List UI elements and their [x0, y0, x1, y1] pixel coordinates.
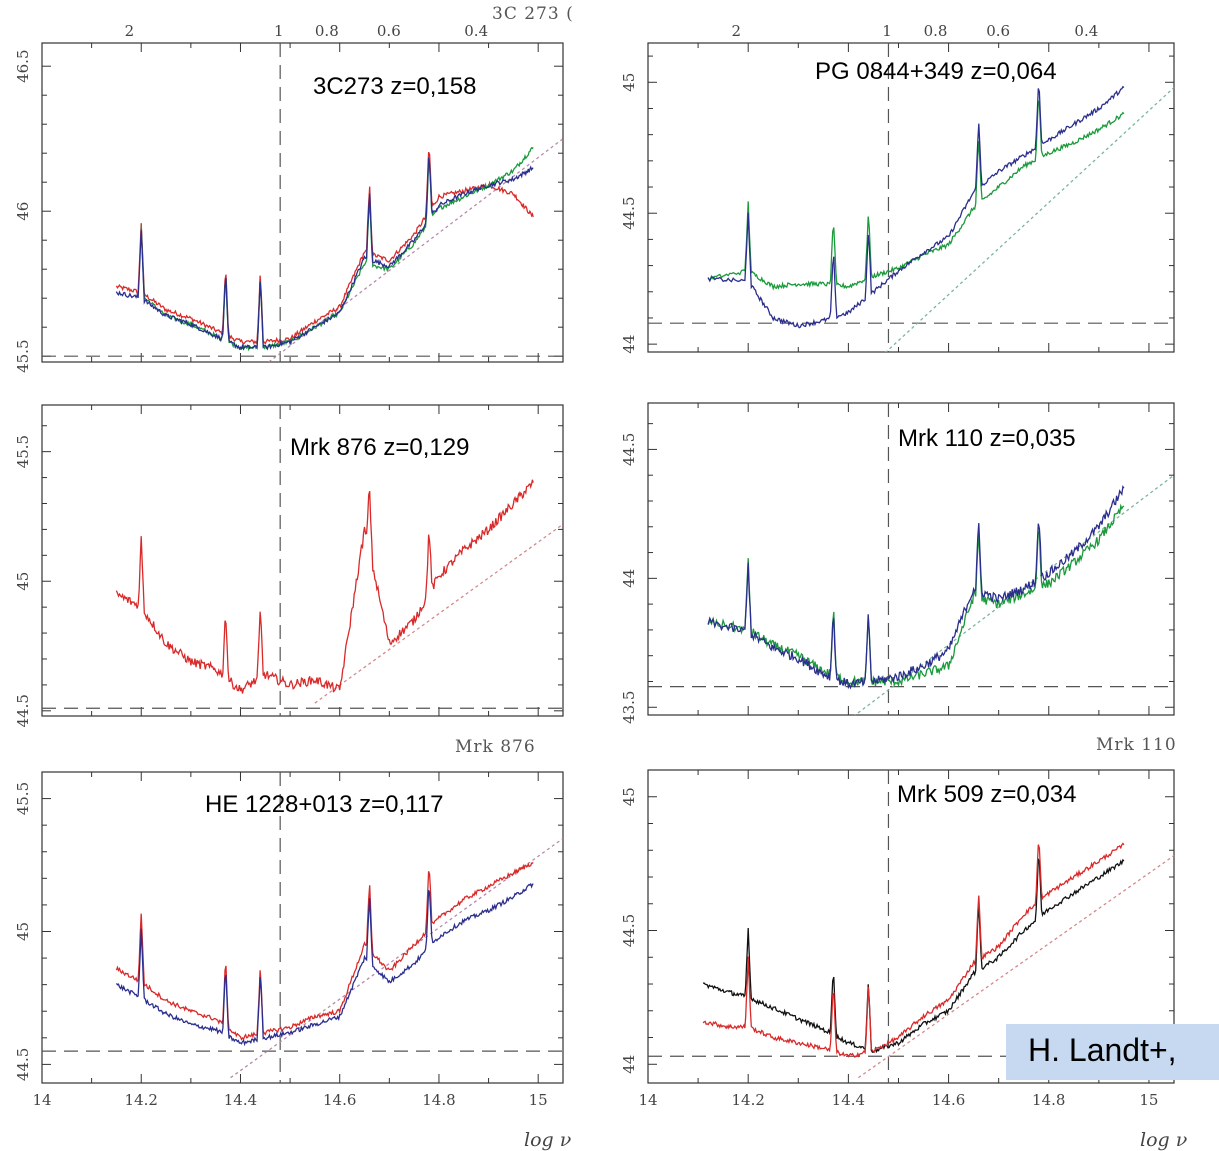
- spectrum-series-black: [703, 858, 1125, 1054]
- plot-frame: [41, 404, 564, 717]
- top-wavelength-tick: 0.4: [1074, 22, 1098, 40]
- plot-frame: [41, 771, 564, 1084]
- x-tick-label: 15: [1139, 1091, 1158, 1109]
- panel-header: Mrk 509: [0, 0, 81, 1]
- spectrum-series-red: [115, 151, 534, 345]
- power-law-fit: [314, 523, 563, 704]
- spectrum-series-blue: [115, 882, 534, 1047]
- x-tick-label: 14.8: [1032, 1091, 1065, 1109]
- spectrum-series-red: [115, 479, 534, 694]
- panel-top-right: 44 44.5 45 2 1 0.8 0.6 0.4 PG 0844+349 z=0,064: [620, 22, 1175, 354]
- plot-frame: [647, 769, 1175, 1084]
- credit-text: H. Landt+,: [1028, 1032, 1177, 1068]
- y-tick-label: 44.5: [620, 433, 638, 466]
- x-tick-label: 14.6: [323, 1091, 356, 1109]
- y-tick-label: 44: [620, 1055, 638, 1074]
- x-tick-label: 14: [638, 1091, 657, 1109]
- top-wavelength-tick: 0.4: [464, 22, 488, 40]
- y-tick-label: 45: [620, 787, 638, 806]
- x-tick-label: 15: [529, 1091, 548, 1109]
- power-law-fit: [885, 87, 1174, 352]
- x-tick-label: 14.4: [832, 1091, 865, 1109]
- y-tick-label: 44: [620, 335, 638, 354]
- panel-annotation: Mrk 110 z=0,035: [898, 425, 1076, 452]
- plot-frame: [647, 42, 1175, 353]
- top-wavelength-tick: 1: [274, 22, 284, 40]
- panel-middle-right: 43.5 44 44.5 Mrk 110 z=0,035 Mrk 110: [620, 402, 1177, 755]
- power-law-fit: [230, 837, 563, 1079]
- panel-annotation: PG 0844+349 z=0,064: [815, 58, 1057, 85]
- panel-bottom-left: 44.5 45 45.5 14 14.2 14.4 14.6 14.8 15 HE 1228+01…: [0, 0, 572, 1151]
- spectrum-series-blue: [115, 157, 534, 351]
- spectrum-series-blue: [707, 85, 1125, 329]
- panel-annotation: Mrk 876 z=0,129: [290, 434, 469, 461]
- top-wavelength-tick: 0.8: [924, 22, 948, 40]
- y-tick-label: 46: [14, 202, 32, 221]
- panel-annotation: HE 1228+013 z=0,117: [205, 791, 443, 818]
- spectrum-series-red: [702, 842, 1125, 1058]
- spectrum-series-green: [707, 503, 1125, 688]
- y-tick-label: 44.5: [14, 694, 32, 727]
- x-tick-label: 14.6: [932, 1091, 965, 1109]
- y-tick-label: 45.5: [14, 435, 32, 468]
- x-tick-label: 14.4: [224, 1091, 257, 1109]
- y-tick-label: 44.5: [14, 1048, 32, 1081]
- panel-bottom-right: 44 44.5 45 14 14.2 14.4 14.6 14.8 15 Mrk 509 z=0,…: [0, 0, 1188, 1151]
- spectrum-series-red: [115, 861, 534, 1041]
- credit-box: H. Landt+,: [1006, 1024, 1219, 1080]
- y-tick-label: 43.5: [620, 691, 638, 724]
- x-tick-label: 14.8: [422, 1091, 455, 1109]
- x-tick-label: 14.2: [731, 1091, 764, 1109]
- y-tick-label: 44.5: [620, 914, 638, 947]
- panel-header: HE 1228+01: [0, 0, 122, 1]
- panel-header: Mrk 876: [455, 737, 536, 757]
- y-tick-label: 45.5: [14, 782, 32, 815]
- panel-annotation: Mrk 509 z=0,034: [897, 781, 1076, 808]
- y-tick-label: 45: [620, 73, 638, 92]
- plot-frame: [647, 402, 1175, 716]
- y-tick-label: 44: [620, 569, 638, 588]
- top-wavelength-tick: 0.8: [315, 22, 339, 40]
- clipped-object-label: 3C 273 (: [492, 4, 574, 24]
- spectrum-series-blue: [707, 485, 1125, 690]
- top-wavelength-tick: 0.6: [377, 22, 401, 40]
- x-axis-label: log ν: [524, 1129, 572, 1151]
- top-wavelength-tick: 2: [731, 22, 741, 40]
- y-tick-label: 45.5: [14, 339, 32, 372]
- x-axis-label: log ν: [1140, 1129, 1188, 1151]
- panel-header: Mrk 110: [1096, 735, 1177, 755]
- y-tick-label: 45: [14, 572, 32, 591]
- y-tick-label: 45: [14, 922, 32, 941]
- plot-frame: [41, 42, 564, 363]
- x-tick-label: 14.2: [125, 1091, 158, 1109]
- top-wavelength-tick: 2: [125, 22, 135, 40]
- panel-top-left: 45.5 46 46.5 2 1 0.8 0.6 0.43C 273 ( 3C273 z=0,1…: [14, 4, 574, 373]
- spectrum-series-green: [140, 146, 534, 352]
- y-tick-label: 46.5: [14, 49, 32, 82]
- panel-annotation: 3C273 z=0,158: [313, 73, 476, 100]
- power-law-fit: [858, 855, 1174, 1079]
- y-tick-label: 44.5: [620, 197, 638, 230]
- x-tick-label: 14: [32, 1091, 51, 1109]
- top-wavelength-tick: 0.6: [986, 22, 1010, 40]
- panel-middle-left: 44.5 45 45.5 Mrk 876 z=0,129 Mrk 876: [14, 404, 564, 757]
- top-wavelength-tick: 1: [882, 22, 892, 40]
